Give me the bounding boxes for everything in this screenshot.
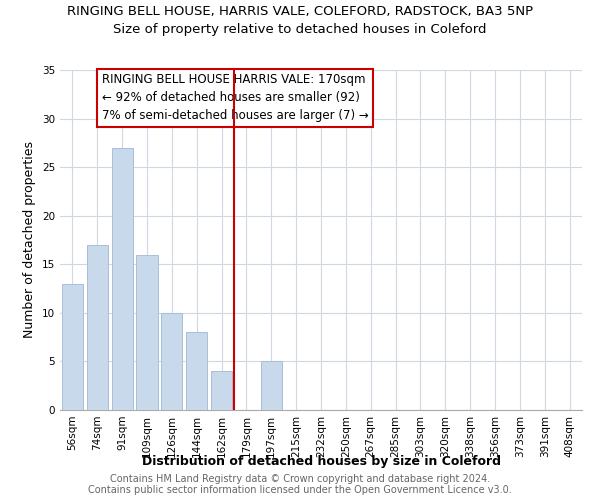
Y-axis label: Number of detached properties: Number of detached properties xyxy=(23,142,37,338)
Bar xyxy=(136,254,158,410)
Text: RINGING BELL HOUSE HARRIS VALE: 170sqm
← 92% of detached houses are smaller (92): RINGING BELL HOUSE HARRIS VALE: 170sqm ←… xyxy=(102,74,368,122)
Bar xyxy=(87,245,108,410)
Text: RINGING BELL HOUSE, HARRIS VALE, COLEFORD, RADSTOCK, BA3 5NP: RINGING BELL HOUSE, HARRIS VALE, COLEFOR… xyxy=(67,5,533,18)
Text: Contains public sector information licensed under the Open Government Licence v3: Contains public sector information licen… xyxy=(88,485,512,495)
Bar xyxy=(211,371,232,410)
Text: Size of property relative to detached houses in Coleford: Size of property relative to detached ho… xyxy=(113,22,487,36)
Bar xyxy=(161,313,182,410)
Bar xyxy=(261,362,282,410)
Bar xyxy=(62,284,83,410)
Text: Contains HM Land Registry data © Crown copyright and database right 2024.: Contains HM Land Registry data © Crown c… xyxy=(110,474,490,484)
Bar xyxy=(112,148,133,410)
Bar xyxy=(186,332,207,410)
Text: Distribution of detached houses by size in Coleford: Distribution of detached houses by size … xyxy=(142,455,500,468)
